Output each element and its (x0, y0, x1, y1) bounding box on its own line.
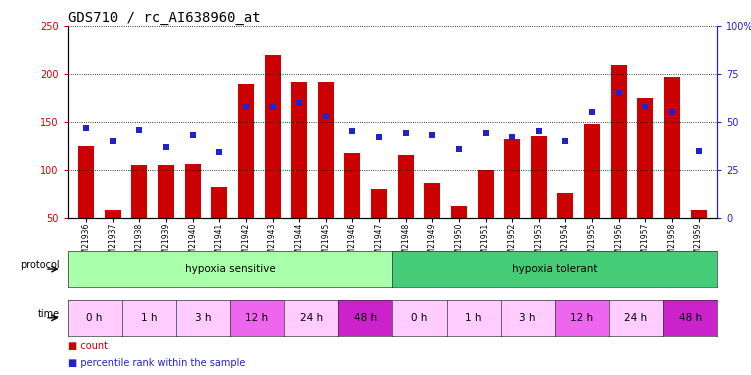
Text: time: time (38, 309, 60, 319)
Bar (185, 164, 201, 266)
Bar (78, 146, 94, 266)
Text: 0 h: 0 h (86, 313, 103, 323)
Bar (371, 189, 387, 266)
Bar (504, 139, 520, 266)
Text: 48 h: 48 h (354, 313, 377, 323)
Text: 3 h: 3 h (520, 313, 536, 323)
Text: ■ percentile rank within the sample: ■ percentile rank within the sample (68, 358, 245, 368)
Text: 1 h: 1 h (466, 313, 482, 323)
Text: 48 h: 48 h (679, 313, 701, 323)
Bar (398, 155, 414, 266)
Text: 24 h: 24 h (300, 313, 323, 323)
Text: 24 h: 24 h (624, 313, 647, 323)
Bar (557, 193, 574, 266)
Bar (638, 98, 653, 266)
Bar (345, 153, 360, 266)
Text: 0 h: 0 h (412, 313, 427, 323)
Bar (451, 206, 467, 266)
Text: 12 h: 12 h (246, 313, 269, 323)
Bar (664, 77, 680, 266)
Bar (264, 55, 281, 266)
Text: protocol: protocol (20, 261, 60, 270)
Bar (691, 210, 707, 266)
Text: hypoxia tolerant: hypoxia tolerant (512, 264, 598, 274)
Text: 1 h: 1 h (140, 313, 157, 323)
Text: GDS710 / rc_AI638960_at: GDS710 / rc_AI638960_at (68, 11, 260, 25)
Bar (531, 136, 547, 266)
Bar (478, 170, 493, 266)
Bar (211, 187, 228, 266)
Text: 3 h: 3 h (195, 313, 211, 323)
Bar (611, 64, 626, 266)
Bar (291, 82, 307, 266)
Bar (318, 82, 334, 266)
Text: ■ count: ■ count (68, 341, 107, 351)
Bar (131, 165, 147, 266)
Bar (238, 84, 254, 266)
Bar (424, 183, 440, 266)
Bar (105, 210, 121, 266)
Text: hypoxia sensitive: hypoxia sensitive (185, 264, 276, 274)
Bar (584, 124, 600, 266)
Text: 12 h: 12 h (570, 313, 593, 323)
Bar (158, 165, 174, 266)
